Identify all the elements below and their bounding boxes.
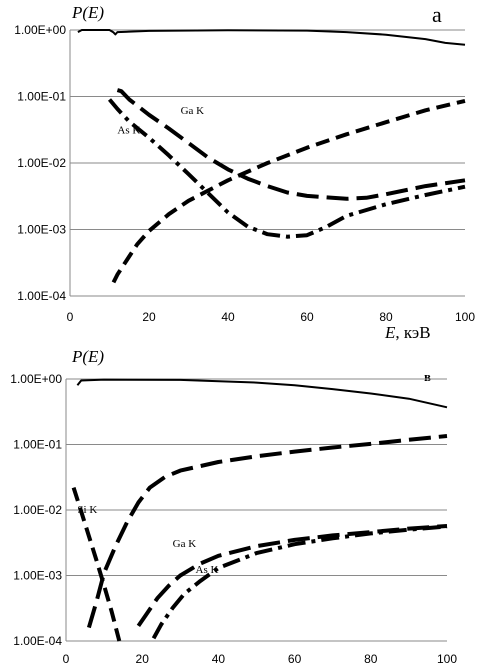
panel-a-x-tick-label: 0 [67,310,74,324]
panel-b: P(E) в 1.00E+001.00E-011.00E-021.00E-031… [10,347,457,666]
panel-a-letter: а [432,2,442,27]
panel-a-series-line-2 [111,98,466,284]
panel-a-series-line-4 [107,98,466,239]
panel-a-annotations: Ga K As K [117,105,204,136]
panel-b-y-tick-labels: 1.00E+00 1.00E-01 1.00E-02 1.00E-03 1.00E-04 [10,372,62,648]
panel-a-y-tick-label: 1.00E-02 [17,156,66,170]
panel-a-x-tick-label: 60 [300,310,314,324]
panel-a-xlabel: E, кэВ [384,323,431,342]
panel-b-series-line-2 [86,434,448,629]
panel-b-x-tick-label: 60 [288,652,302,666]
panel-b-x-tick-label: 20 [136,652,150,666]
panel-a-annotation: Ga K [181,105,205,117]
panel-b-y-tick-label: 1.00E-04 [13,634,62,648]
panel-b-annotation: As K [196,564,219,576]
panel-b-x-tick-label: 0 [63,652,70,666]
panel-b-annotations: Si K Ga K As K [77,504,218,576]
panel-a-x-tick-labels: 0 20 40 60 80 100 [67,310,476,324]
panel-b-x-tick-label: 80 [364,652,378,666]
panel-a-series-line-1 [77,29,466,46]
panel-b-x-tick-label: 40 [212,652,226,666]
panel-b-gridlines [65,378,447,642]
panel-a: P(E) а 1.00E+001.00E-011.00E-021.00E-031… [14,2,475,342]
panel-b-series-line-3 [71,486,122,642]
panel-a-y-tick-label: 1.00E-01 [17,90,66,104]
panel-b-series-line-4 [136,524,448,628]
panel-b-annotation: Si K [77,504,97,516]
panel-a-x-tick-label: 40 [221,310,235,324]
panel-a-y-tick-label: 1.00E-04 [17,289,66,303]
panel-b-x-tick-labels: 0 20 40 60 80 100 [63,652,458,666]
panel-a-series-line-3 [116,88,466,201]
panel-a-xlabel-unit: , кэВ [395,323,430,342]
panel-b-y-tick-label: 1.00E-03 [13,569,62,583]
panel-a-annotation: As K [117,124,140,136]
panel-b-letter: в [424,369,431,384]
panel-a-x-tick-label: 20 [142,310,156,324]
panel-a-xlabel-var: E [384,323,396,342]
panel-a-y-tick-label: 1.00E+00 [14,23,66,37]
panel-b-series-line-5 [151,524,448,640]
panel-b-y-tick-label: 1.00E+00 [10,372,62,386]
panel-a-y-tick-label: 1.00E-03 [17,223,66,237]
panel-b-x-tick-label: 100 [437,652,457,666]
panel-b-series [71,378,448,642]
panel-a-x-tick-label: 100 [455,310,475,324]
panel-b-ylabel: P(E) [71,347,104,366]
panel-a-ylabel: P(E) [71,3,104,22]
panel-a-y-tick-labels: 1.00E+00 1.00E-01 1.00E-02 1.00E-03 1.00E-04 [14,23,66,303]
panel-a-series [77,29,466,284]
panel-a-x-tick-label: 80 [379,310,393,324]
panel-b-y-tick-label: 1.00E-01 [13,438,62,452]
panel-b-annotation: Ga K [173,538,197,550]
panel-b-y-tick-label: 1.00E-02 [13,503,62,517]
panel-b-series-line-1 [76,378,448,409]
